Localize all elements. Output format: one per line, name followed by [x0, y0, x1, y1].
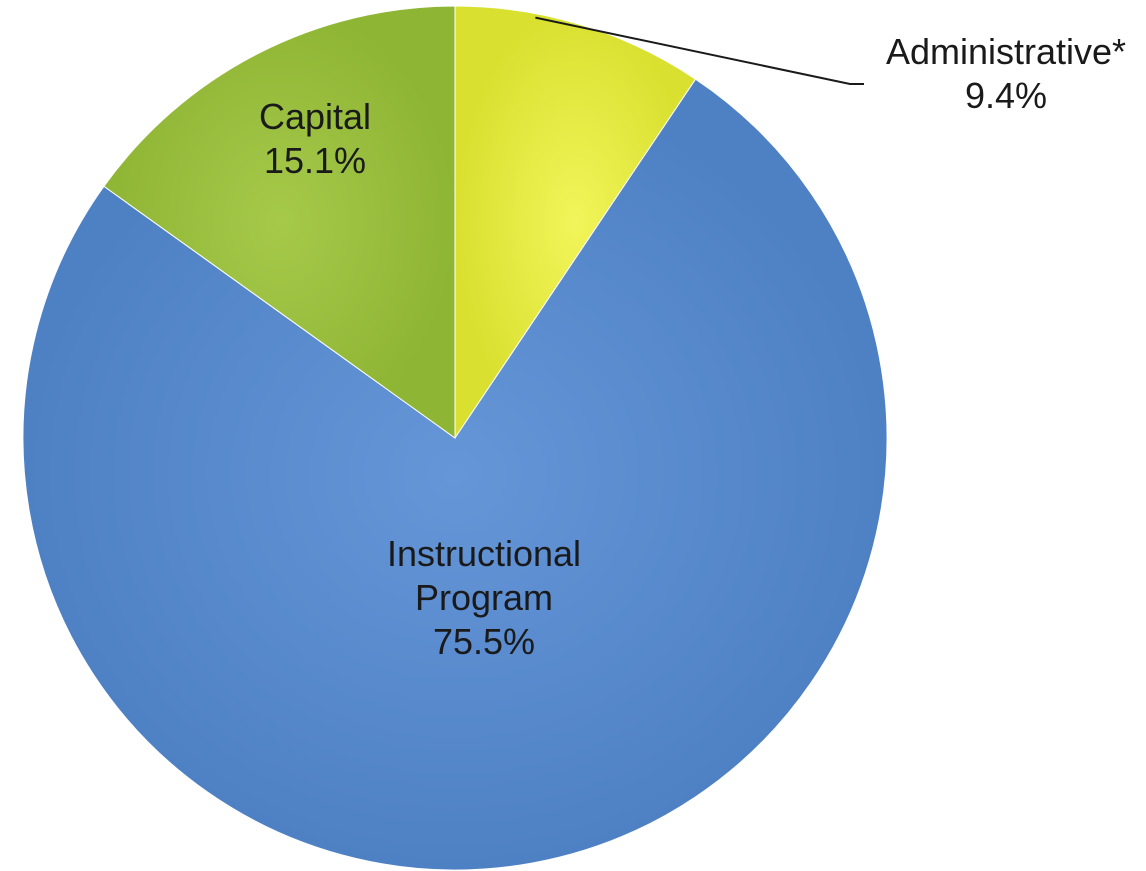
slice-label-name: Administrative*: [886, 31, 1126, 72]
pie-slice-capital: [103, 5, 456, 439]
slice-label-name: Program: [415, 577, 553, 618]
slice-label-value: 15.1%: [264, 140, 366, 181]
slice-labels: Administrative* 9.4% Instructional Program 7…: [259, 31, 1126, 662]
slice-label-instructional-program: Instructional Program 75.5%: [387, 533, 581, 662]
leader-lines: [535, 16, 864, 85]
pie-slices: [22, 5, 888, 871]
leader-line-administrative: [535, 16, 864, 85]
slice-label-administrative: Administrative* 9.4%: [886, 31, 1126, 116]
slice-label-value: 75.5%: [433, 621, 535, 662]
slice-label-capital: Capital 15.1%: [259, 96, 371, 181]
pie-slice-instructional-program: [22, 78, 888, 871]
slice-label-value: 9.4%: [965, 75, 1047, 116]
slice-label-name: Instructional: [387, 533, 581, 574]
slice-label-name: Capital: [259, 96, 371, 137]
pie-slice-administrative: [454, 5, 697, 440]
